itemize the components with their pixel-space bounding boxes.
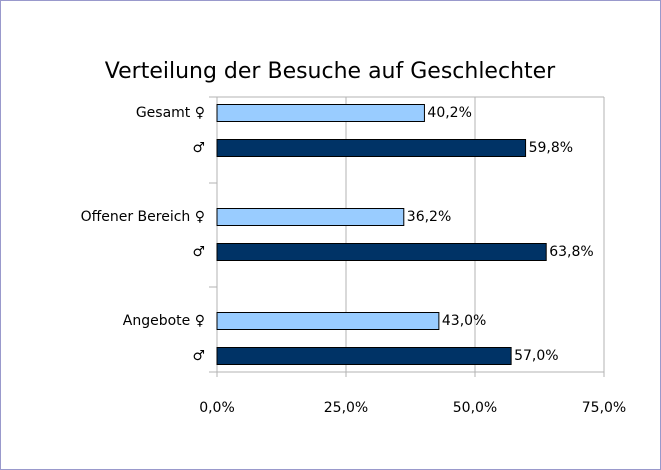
value-label: 59,8% bbox=[529, 140, 573, 156]
value-label: 63,8% bbox=[549, 244, 593, 260]
value-label: 36,2% bbox=[407, 209, 451, 225]
value-label: 57,0% bbox=[514, 348, 558, 364]
chart-title: Verteilung der Besuche auf Geschlechter bbox=[105, 59, 556, 84]
y-tick-label: ♂ bbox=[192, 244, 205, 260]
x-tick-label: 50,0% bbox=[453, 400, 497, 416]
y-tick-label: ♂ bbox=[192, 140, 205, 156]
y-tick-label: Offener Bereich ♀ bbox=[81, 209, 205, 225]
y-tick-label: Angebote ♀ bbox=[123, 313, 205, 329]
value-label: 43,0% bbox=[442, 313, 486, 329]
bar bbox=[216, 243, 547, 261]
y-tick-label: Gesamt ♀ bbox=[136, 105, 205, 121]
bar bbox=[216, 139, 527, 157]
bar bbox=[216, 347, 512, 365]
x-tick-label: 75,0% bbox=[582, 400, 626, 416]
x-tick-label: 25,0% bbox=[324, 400, 368, 416]
value-label: 40,2% bbox=[427, 105, 471, 121]
bar bbox=[216, 312, 440, 330]
y-tick-label: ♂ bbox=[192, 348, 205, 364]
bar bbox=[216, 208, 405, 226]
bar bbox=[216, 104, 425, 122]
x-tick-label: 0,0% bbox=[199, 400, 235, 416]
